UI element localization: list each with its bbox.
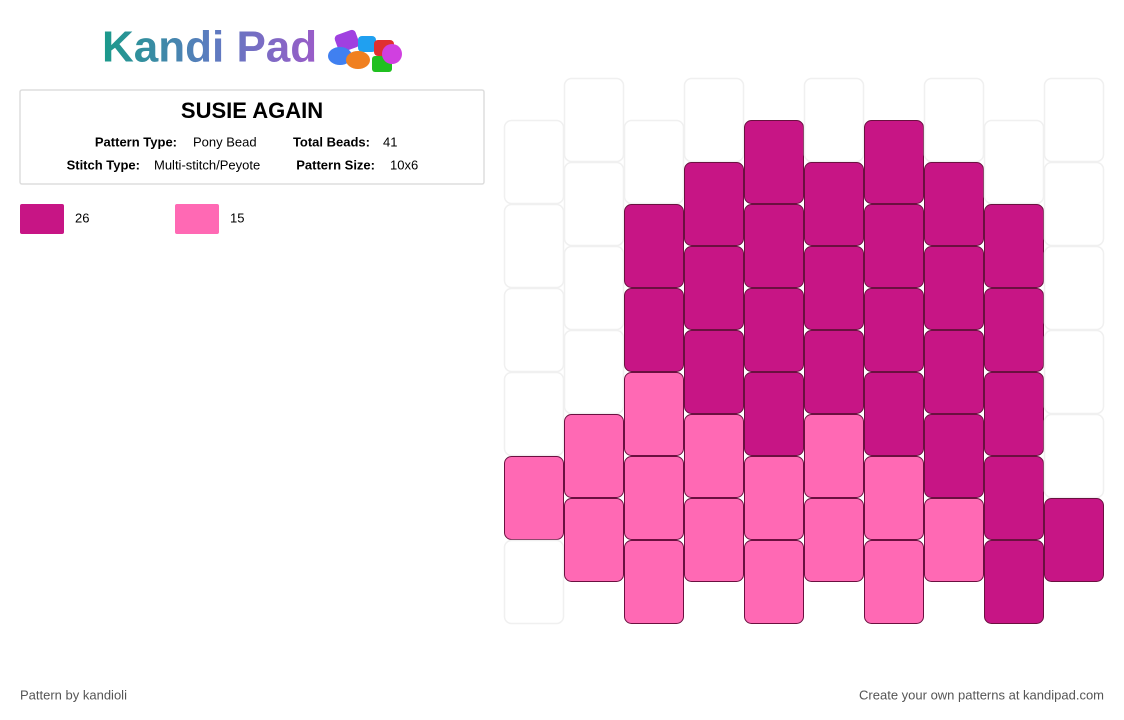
bead (563, 329, 625, 415)
footer-link[interactable]: Create your own patterns at kandipad.com (859, 687, 1104, 702)
info-box (19, 89, 485, 185)
bead (984, 540, 1044, 624)
bead (1044, 498, 1104, 582)
field-value: 41 (383, 134, 397, 149)
field-label: Pattern Size: (296, 157, 375, 172)
bead (923, 77, 985, 163)
bead (1043, 245, 1105, 331)
bead (684, 162, 744, 246)
bead (503, 203, 565, 289)
bead (983, 119, 1045, 205)
bead (503, 287, 565, 373)
bead-grid (503, 77, 1105, 625)
bead (864, 288, 924, 372)
legend: 26 15 (20, 204, 244, 234)
bead (984, 204, 1044, 288)
footer-credit: Pattern by kandioli (20, 687, 127, 702)
bead (503, 539, 565, 625)
bead (804, 498, 864, 582)
bead (744, 204, 804, 288)
bead (623, 119, 685, 205)
bead (624, 540, 684, 624)
legend-count: 15 (230, 210, 244, 225)
field-value: Pony Bead (193, 134, 257, 149)
bead (1043, 329, 1105, 415)
bead (564, 414, 624, 498)
bead (684, 246, 744, 330)
logo[interactable]: Kandi Pad (102, 23, 317, 72)
bead (683, 77, 745, 163)
bead (503, 371, 565, 457)
bead (984, 456, 1044, 540)
bead (804, 246, 864, 330)
bead (804, 162, 864, 246)
bead (684, 414, 744, 498)
field-label: Total Beads: (293, 134, 370, 149)
bead (564, 498, 624, 582)
bead (1043, 77, 1105, 163)
bead (624, 372, 684, 456)
legend-swatch (175, 204, 219, 234)
bead (744, 120, 804, 204)
bead (684, 498, 744, 582)
bead (1043, 161, 1105, 247)
bead (864, 540, 924, 624)
bead (563, 245, 625, 331)
legend-swatch (20, 204, 64, 234)
field-value: 10x6 (390, 157, 418, 172)
bead (924, 498, 984, 582)
bead (924, 330, 984, 414)
bead (984, 372, 1044, 456)
field-label: Pattern Type: (95, 134, 177, 149)
field-value: Multi-stitch/Peyote (154, 157, 260, 172)
logo-icon (328, 29, 402, 72)
bead (804, 330, 864, 414)
bead (804, 414, 864, 498)
bead (624, 288, 684, 372)
bead (864, 456, 924, 540)
bead (684, 330, 744, 414)
bead (1043, 413, 1105, 499)
field-label: Stitch Type: (67, 157, 140, 172)
pattern-title: SUSIE AGAIN (181, 98, 323, 123)
bead (744, 288, 804, 372)
bead (924, 162, 984, 246)
bead (924, 246, 984, 330)
bead (864, 120, 924, 204)
legend-count: 26 (75, 210, 89, 225)
bead (744, 372, 804, 456)
bead (744, 456, 804, 540)
bead (924, 414, 984, 498)
bead (563, 77, 625, 163)
bead (624, 456, 684, 540)
bead (503, 119, 565, 205)
bead (563, 161, 625, 247)
bead (624, 204, 684, 288)
bead (864, 372, 924, 456)
bead (864, 204, 924, 288)
bead (504, 456, 564, 540)
bead (984, 288, 1044, 372)
bead (744, 540, 804, 624)
bead (803, 77, 865, 163)
fields: Pattern Type: Pony Bead Total Beads: 41 Stit… (67, 134, 419, 172)
